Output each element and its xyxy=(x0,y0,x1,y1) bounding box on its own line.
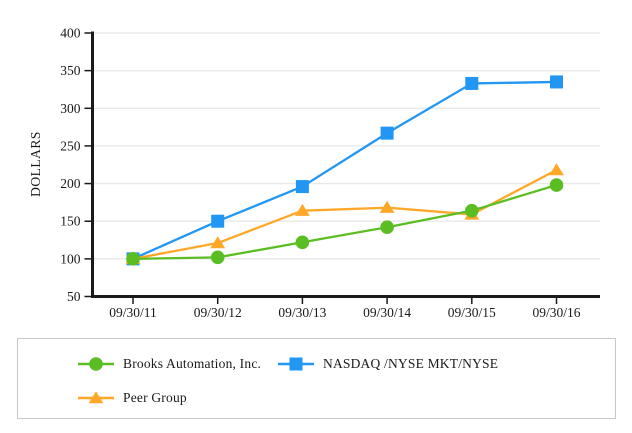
x-tick-label-09-30-15: 09/30/15 xyxy=(448,305,496,320)
data-point-nasdaq-nyse-mkt-nyse-4 xyxy=(465,76,479,90)
data-point-brooks-automation-inc-1 xyxy=(210,250,225,265)
data-point-brooks-automation-inc-5 xyxy=(549,178,564,192)
data-point-peer-group-1 xyxy=(210,236,226,249)
legend-label-nasdaq-nyse-mkt-nyse: NASDAQ /NYSE MKT/NYSE xyxy=(323,355,499,371)
chart-legend: Brooks Automation, Inc. NASDAQ /NYSE MKT/… xyxy=(17,338,616,419)
y-tick-label-150: 150 xyxy=(60,214,81,229)
y-tick-label-400: 400 xyxy=(60,26,81,41)
y-tick-label-350: 350 xyxy=(60,63,81,78)
legend-marker-shape-peer-group xyxy=(88,390,104,403)
y-tick-label-300: 300 xyxy=(60,101,81,116)
legend-label-brooks-automation-inc: Brooks Automation, Inc. xyxy=(123,355,262,371)
legend-triangle-icon xyxy=(78,390,114,403)
legend-item-peer-group: Peer Group xyxy=(78,384,278,411)
data-point-peer-group-5 xyxy=(549,163,564,176)
data-point-nasdaq-nyse-mkt-nyse-2 xyxy=(295,180,309,194)
y-tick-label-100: 100 xyxy=(60,251,81,266)
y-tick-label-200: 200 xyxy=(60,176,81,191)
legend-label-peer-group: Peer Group xyxy=(123,389,187,405)
y-axis-title: DOLLARS xyxy=(28,131,43,197)
data-point-brooks-automation-inc-2 xyxy=(295,235,310,250)
series-line-brooks-automation-inc xyxy=(132,183,557,261)
x-tick-label-09-30-16: 09/30/16 xyxy=(532,305,580,320)
legend-item-brooks-automation-inc: Brooks Automation, Inc. xyxy=(78,350,278,377)
legend-square-icon xyxy=(278,357,314,370)
series-line-nasdaq-nyse-mkt-nyse xyxy=(132,80,557,260)
chart-plot-area: 50 100 150 200 250 300 350 400 09/30/11 09/30/12 0… xyxy=(28,26,600,320)
x-tick-label-09-30-12: 09/30/12 xyxy=(194,305,242,320)
y-tick-label-250: 250 xyxy=(60,138,81,153)
x-tick-label-09-30-13: 09/30/13 xyxy=(278,305,326,320)
x-tick-label-09-30-14: 09/30/14 xyxy=(363,305,411,320)
data-point-brooks-automation-inc-3 xyxy=(380,220,394,235)
legend-item-nasdaq-nyse-mkt-nyse: NASDAQ /NYSE MKT/NYSE xyxy=(278,350,615,377)
data-point-brooks-automation-inc-4 xyxy=(465,203,479,218)
x-tick-label-09-30-11: 09/30/11 xyxy=(109,305,157,320)
data-point-nasdaq-nyse-mkt-nyse-3 xyxy=(380,126,394,140)
legend-marker-shape-nasdaq-nyse-mkt-nyse xyxy=(289,357,303,370)
legend-grid: Brooks Automation, Inc. NASDAQ /NYSE MKT/… xyxy=(18,339,615,411)
legend-marker-shape-brooks-automation-inc xyxy=(89,356,103,371)
data-point-peer-group-2 xyxy=(295,203,310,216)
data-point-nasdaq-nyse-mkt-nyse-1 xyxy=(211,214,225,228)
legend-circle-icon xyxy=(78,356,114,371)
data-point-nasdaq-nyse-mkt-nyse-5 xyxy=(550,75,563,89)
data-point-peer-group-3 xyxy=(379,200,395,213)
data-point-brooks-automation-inc-0 xyxy=(126,252,140,266)
y-tick-label-50: 50 xyxy=(67,289,81,304)
